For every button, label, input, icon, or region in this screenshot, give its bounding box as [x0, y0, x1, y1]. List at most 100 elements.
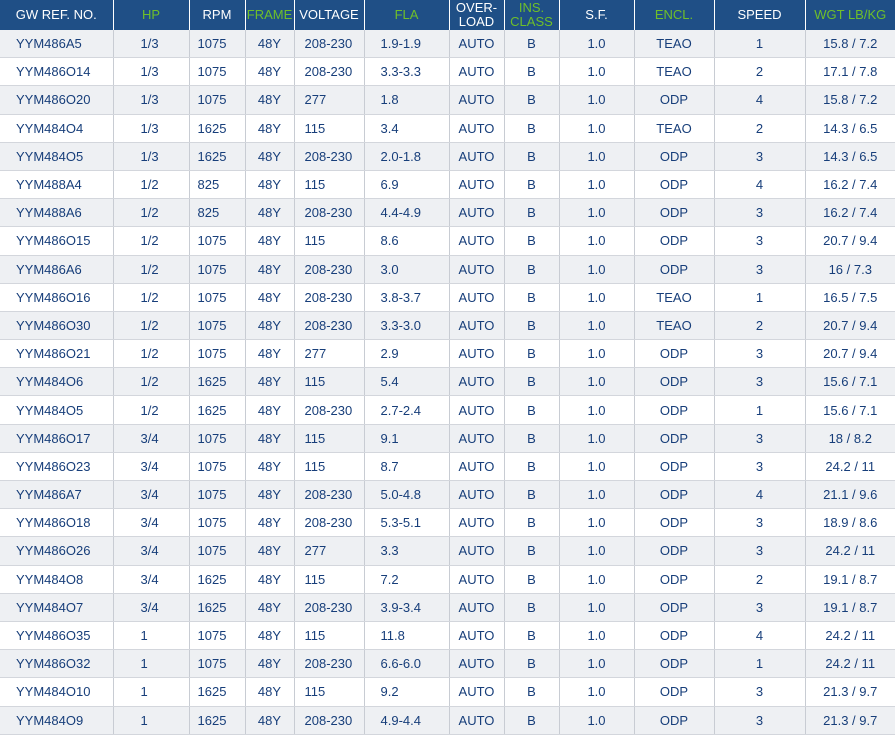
gw-ref-cell: YYM486O21: [0, 339, 114, 369]
voltage-cell: 115: [294, 677, 365, 707]
rpm-cell: 1625: [189, 565, 246, 594]
fla-cell: 2.9: [364, 339, 450, 369]
gw-ref-cell: YYM488A4: [0, 170, 114, 200]
frame-cell: 48Y: [245, 677, 295, 707]
frame-cell: 48Y: [245, 198, 295, 228]
voltage-cell: 115: [294, 565, 365, 594]
rpm-cell: 1075: [189, 621, 246, 651]
speed-cell: 2: [714, 311, 806, 341]
overload-cell: AUTO: [449, 226, 505, 256]
speed-cell: 1: [714, 649, 806, 679]
speed-cell: 3: [714, 339, 806, 369]
sf-cell: 1.0: [559, 508, 635, 538]
speed-cell: 2: [714, 114, 806, 143]
rpm-cell: 1075: [189, 30, 246, 59]
weight-cell: 19.1 / 8.7: [805, 593, 895, 622]
hp-cell: 1/2: [113, 198, 190, 228]
gw-ref-cell: YYM486A5: [0, 30, 114, 59]
overload-cell: AUTO: [449, 30, 505, 59]
encl-cell: ODP: [634, 677, 715, 707]
rpm-cell: 1075: [189, 226, 246, 256]
rpm-cell: 1075: [189, 452, 246, 482]
encl-cell: ODP: [634, 142, 715, 171]
voltage-cell: 208-230: [294, 283, 365, 312]
encl-cell: ODP: [634, 621, 715, 651]
weight-cell: 18.9 / 8.6: [805, 508, 895, 538]
hp-cell: 1/2: [113, 367, 190, 397]
overload-cell: AUTO: [449, 114, 505, 143]
ins-class-cell: B: [504, 649, 560, 679]
table-row: YYM486O18 3/4 1075 48Y 208-230 5.3-5.1 AUTO B 1.…: [0, 508, 895, 538]
header-row: GW REF. NO. HP RPM FRAME VOLTAGE FLA OVE…: [0, 0, 895, 30]
encl-cell: ODP: [634, 85, 715, 115]
fla-cell: 3.3-3.3: [364, 57, 450, 87]
speed-cell: 3: [714, 424, 806, 453]
fla-cell: 2.7-2.4: [364, 395, 450, 425]
gw-ref-cell: YYM484O8: [0, 565, 114, 594]
speed-cell: 3: [714, 508, 806, 538]
frame-cell: 48Y: [245, 30, 295, 59]
col-header-weight: WGT LB/KG: [805, 0, 895, 30]
weight-cell: 20.7 / 9.4: [805, 226, 895, 256]
frame-cell: 48Y: [245, 311, 295, 341]
table-row: YYM486O15 1/2 1075 48Y 115 8.6 AUTO B 1.0 ODP 3 20.…: [0, 226, 895, 256]
sf-cell: 1.0: [559, 480, 635, 510]
sf-cell: 1.0: [559, 424, 635, 453]
table-row: YYM484O4 1/3 1625 48Y 115 3.4 AUTO B 1.0 TEAO 2 14.…: [0, 114, 895, 143]
sf-cell: 1.0: [559, 395, 635, 425]
gw-ref-cell: YYM486O26: [0, 536, 114, 566]
weight-cell: 14.3 / 6.5: [805, 142, 895, 171]
speed-cell: 3: [714, 536, 806, 566]
speed-cell: 4: [714, 480, 806, 510]
speed-cell: 3: [714, 593, 806, 622]
encl-cell: ODP: [634, 565, 715, 594]
table-row: YYM486O17 3/4 1075 48Y 115 9.1 AUTO B 1.0 ODP 3 18 …: [0, 424, 895, 453]
speed-cell: 3: [714, 226, 806, 256]
speed-cell: 1: [714, 30, 806, 59]
voltage-cell: 115: [294, 226, 365, 256]
voltage-cell: 115: [294, 621, 365, 651]
hp-cell: 1: [113, 649, 190, 679]
fla-cell: 6.9: [364, 170, 450, 200]
col-header-frame: FRAME: [245, 0, 295, 30]
rpm-cell: 1075: [189, 480, 246, 510]
table-row: YYM488A4 1/2 825 48Y 115 6.9 AUTO B 1.0 ODP 4 16.2 …: [0, 170, 895, 200]
voltage-cell: 115: [294, 170, 365, 200]
voltage-cell: 208-230: [294, 395, 365, 425]
frame-cell: 48Y: [245, 255, 295, 284]
rpm-cell: 1625: [189, 142, 246, 171]
ins-class-cell: B: [504, 706, 560, 735]
fla-cell: 3.0: [364, 255, 450, 284]
hp-cell: 3/4: [113, 593, 190, 622]
speed-cell: 4: [714, 621, 806, 651]
gw-ref-cell: YYM486O20: [0, 85, 114, 115]
fla-cell: 4.9-4.4: [364, 706, 450, 735]
encl-cell: ODP: [634, 424, 715, 453]
encl-cell: ODP: [634, 170, 715, 200]
overload-cell: AUTO: [449, 367, 505, 397]
overload-cell: AUTO: [449, 649, 505, 679]
table-row: YYM486O35 1 1075 48Y 115 11.8 AUTO B 1.0 ODP 4 24.2…: [0, 621, 895, 651]
table-row: YYM486O20 1/3 1075 48Y 277 1.8 AUTO B 1.0 ODP 4 15.…: [0, 85, 895, 115]
ins-class-cell: B: [504, 367, 560, 397]
hp-cell: 1/2: [113, 311, 190, 341]
gw-ref-cell: YYM486O16: [0, 283, 114, 312]
fla-cell: 1.8: [364, 85, 450, 115]
fla-cell: 5.0-4.8: [364, 480, 450, 510]
encl-cell: TEAO: [634, 30, 715, 59]
weight-cell: 15.8 / 7.2: [805, 85, 895, 115]
voltage-cell: 115: [294, 424, 365, 453]
voltage-cell: 277: [294, 536, 365, 566]
sf-cell: 1.0: [559, 367, 635, 397]
gw-ref-cell: YYM486O18: [0, 508, 114, 538]
speed-cell: 1: [714, 395, 806, 425]
rpm-cell: 1625: [189, 706, 246, 735]
hp-cell: 1/3: [113, 57, 190, 87]
sf-cell: 1.0: [559, 170, 635, 200]
weight-cell: 15.6 / 7.1: [805, 395, 895, 425]
encl-cell: ODP: [634, 536, 715, 566]
weight-cell: 21.1 / 9.6: [805, 480, 895, 510]
hp-cell: 1/2: [113, 339, 190, 369]
encl-cell: ODP: [634, 255, 715, 284]
ins-class-cell: B: [504, 311, 560, 341]
